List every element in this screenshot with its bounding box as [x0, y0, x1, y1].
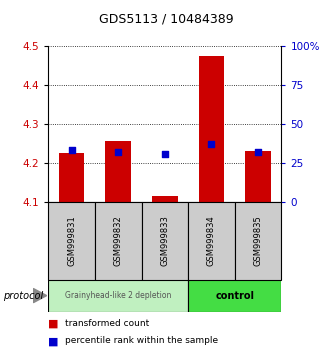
FancyBboxPatch shape — [48, 202, 95, 280]
Text: control: control — [215, 291, 254, 301]
Text: ■: ■ — [48, 319, 59, 329]
Point — [209, 141, 214, 147]
FancyBboxPatch shape — [48, 280, 188, 312]
FancyBboxPatch shape — [188, 280, 281, 312]
Polygon shape — [33, 289, 47, 303]
Text: protocol: protocol — [3, 291, 44, 301]
Point — [69, 148, 74, 153]
Bar — [105, 141, 131, 202]
FancyBboxPatch shape — [142, 202, 188, 280]
Point — [162, 152, 167, 157]
Text: GSM999832: GSM999832 — [114, 215, 123, 266]
Text: percentile rank within the sample: percentile rank within the sample — [65, 336, 218, 345]
FancyBboxPatch shape — [95, 202, 142, 280]
Text: GDS5113 / 10484389: GDS5113 / 10484389 — [99, 12, 234, 25]
Point — [255, 149, 261, 155]
Text: Grainyhead-like 2 depletion: Grainyhead-like 2 depletion — [65, 291, 171, 300]
Point — [116, 149, 121, 155]
Text: GSM999834: GSM999834 — [207, 215, 216, 266]
Text: transformed count: transformed count — [65, 319, 149, 327]
Bar — [198, 56, 224, 202]
FancyBboxPatch shape — [188, 202, 235, 280]
FancyBboxPatch shape — [235, 202, 281, 280]
Text: GSM999835: GSM999835 — [253, 215, 263, 266]
Bar — [59, 153, 85, 202]
Text: GSM999831: GSM999831 — [67, 215, 76, 266]
Bar — [152, 196, 178, 202]
Bar — [245, 151, 271, 202]
Text: GSM999833: GSM999833 — [160, 215, 169, 266]
Text: ■: ■ — [48, 336, 59, 346]
